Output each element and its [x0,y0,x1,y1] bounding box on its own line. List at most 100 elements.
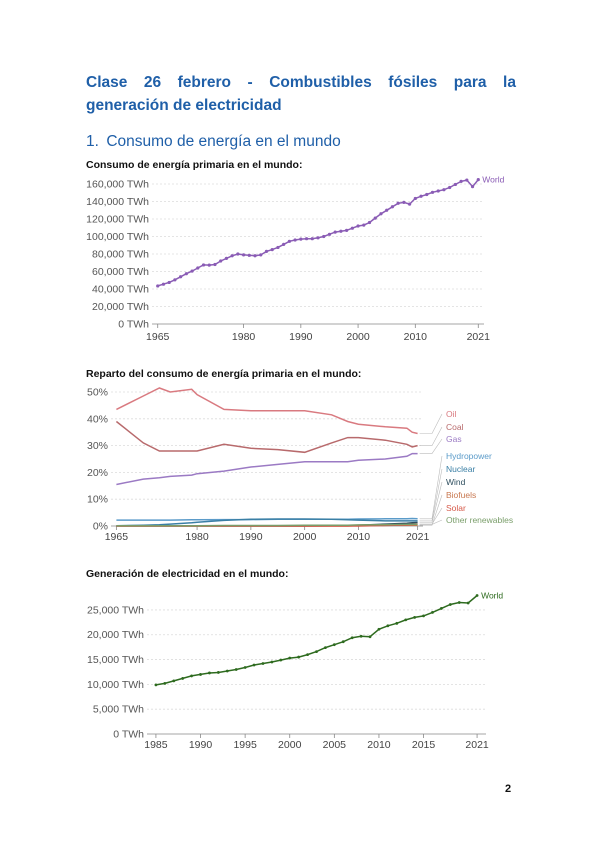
y-tick-label: 0 TWh [113,729,144,741]
data-point [368,635,372,639]
series-label: Coal [446,422,464,432]
data-point [163,681,167,685]
series-label: Other renewables [446,515,513,525]
data-point [282,242,286,246]
series-label: Gas [446,434,462,444]
data-point [199,673,202,676]
document-title: Clase 26 febrero - Combustibles fósiles … [86,74,516,114]
section-heading: 1. Consumo de energía en el mundo [86,133,341,151]
data-point [350,636,354,640]
chart2-title: Reparto del consumo de energía primaria … [86,368,362,380]
data-point [287,239,291,243]
y-tick-label: 80,000 TWh [92,249,149,261]
x-tick-label: 1990 [239,531,263,543]
data-point [297,655,301,659]
label-connector [419,426,443,446]
data-point [234,668,238,671]
x-tick-label: 2010 [404,331,428,343]
data-point [224,256,229,260]
x-tick-label: 1965 [105,531,129,543]
data-point [395,621,399,625]
data-point [404,618,408,622]
series-line [157,179,479,287]
data-point [327,232,332,236]
y-tick-label: 160,000 TWh [86,179,149,191]
x-tick-label: 2005 [323,739,347,751]
section-number: 1. [86,133,99,150]
data-point [431,611,434,614]
y-tick-label: 0% [93,521,108,533]
data-point [396,201,400,205]
x-tick-label: 1985 [144,739,168,751]
data-point [270,248,274,252]
series-line [116,387,418,435]
data-point [156,284,160,288]
data-point [299,237,303,241]
data-point [261,662,265,665]
data-point [184,272,188,276]
data-point [442,188,446,192]
data-point [402,200,406,204]
x-tick-label: 2010 [347,531,371,543]
data-point [339,229,343,233]
data-point [322,234,326,239]
data-point [457,601,461,604]
series-line [155,594,478,686]
series-label: Solar [446,503,466,513]
data-point [470,185,475,189]
data-point [448,603,452,606]
data-point [390,205,395,209]
data-point [190,674,194,678]
data-point [253,254,257,258]
data-point [167,280,171,285]
data-point [213,262,217,267]
y-tick-label: 15,000 TWh [87,654,144,666]
data-point [341,640,345,644]
data-point [459,179,463,183]
data-point [407,202,412,206]
label-connector [419,438,443,454]
series-line [116,518,418,527]
y-tick-label: 10% [87,494,108,506]
x-tick-label: 2021 [467,331,491,343]
data-point [379,212,383,216]
primary-energy-chart: 0 TWh 20,000 TWh 40,000 TWh 60,000 TWh 80,00… [86,175,504,343]
data-point [216,671,220,674]
data-point [316,236,320,240]
y-tick-label: 50% [87,387,108,399]
data-point [413,615,417,619]
data-point [453,182,457,187]
y-tick-label: 25,000 TWh [87,604,144,616]
data-point [207,263,211,267]
series-label: Wind [446,477,466,487]
data-point [208,671,211,675]
series-label: World [481,591,503,601]
series-line [115,420,418,454]
label-connector [419,468,443,522]
data-point [181,677,185,680]
y-tick-label: 60,000 TWh [92,266,149,278]
data-point [422,614,425,618]
series-line [116,452,418,486]
chart1-title: Consumo de energía primaria en el mundo: [86,159,303,171]
series-label: Nuclear [446,464,475,474]
data-point [241,253,246,257]
data-point [439,607,443,610]
data-point [161,282,166,286]
data-point [243,666,247,669]
label-connector [419,455,443,520]
series-line [116,523,418,527]
y-tick-label: 0 TWh [118,319,149,331]
data-point [430,190,435,194]
data-point [476,178,480,182]
data-point [324,646,327,650]
series-label: World [482,175,504,185]
data-point [350,226,354,230]
data-point [270,660,274,664]
x-tick-label: 2021 [465,739,489,751]
series-label: Oil [446,409,457,419]
data-point [385,208,389,212]
section-title: Consumo de energía en el mundo [106,133,341,150]
label-connector [419,494,443,526]
label-connector [419,519,443,525]
